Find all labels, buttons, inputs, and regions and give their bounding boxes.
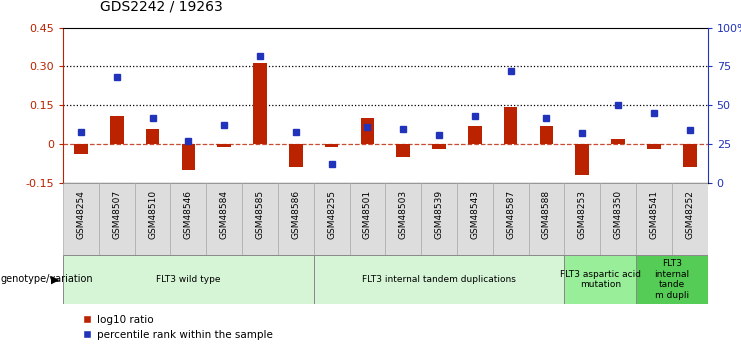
FancyBboxPatch shape	[63, 183, 99, 255]
Bar	[325, 144, 339, 147]
Text: genotype/variation: genotype/variation	[1, 275, 93, 284]
Text: FLT3 wild type: FLT3 wild type	[156, 275, 221, 284]
FancyBboxPatch shape	[421, 183, 457, 255]
FancyBboxPatch shape	[636, 183, 672, 255]
Text: GSM48584: GSM48584	[219, 190, 229, 239]
Bar	[182, 144, 195, 170]
FancyBboxPatch shape	[206, 183, 242, 255]
Text: GSM48546: GSM48546	[184, 190, 193, 239]
Text: GSM48253: GSM48253	[578, 190, 587, 239]
FancyBboxPatch shape	[313, 183, 350, 255]
FancyBboxPatch shape	[565, 183, 600, 255]
Text: GSM48541: GSM48541	[649, 190, 659, 239]
Bar	[396, 144, 410, 157]
FancyBboxPatch shape	[135, 183, 170, 255]
Bar	[647, 144, 661, 149]
Text: FLT3
internal
tande
m dupli: FLT3 internal tande m dupli	[654, 259, 689, 299]
Text: GSM48254: GSM48254	[76, 190, 85, 239]
Text: GSM48585: GSM48585	[256, 190, 265, 239]
FancyBboxPatch shape	[565, 255, 636, 304]
FancyBboxPatch shape	[242, 183, 278, 255]
Text: GSM48543: GSM48543	[471, 190, 479, 239]
Text: GSM48586: GSM48586	[291, 190, 300, 239]
Bar	[74, 144, 87, 155]
Bar	[289, 144, 302, 167]
Text: GSM48350: GSM48350	[614, 190, 622, 239]
Text: ▶: ▶	[51, 275, 59, 284]
Text: GSM48503: GSM48503	[399, 190, 408, 239]
Bar	[468, 126, 482, 144]
Legend: log10 ratio, percentile rank within the sample: log10 ratio, percentile rank within the …	[83, 315, 273, 340]
Bar	[110, 116, 124, 144]
FancyBboxPatch shape	[636, 255, 708, 304]
Bar	[217, 144, 231, 147]
FancyBboxPatch shape	[600, 183, 636, 255]
FancyBboxPatch shape	[385, 183, 421, 255]
Text: GSM48510: GSM48510	[148, 190, 157, 239]
Bar	[361, 118, 374, 144]
FancyBboxPatch shape	[170, 183, 206, 255]
Text: GSM48507: GSM48507	[112, 190, 122, 239]
Text: GSM48587: GSM48587	[506, 190, 515, 239]
Text: GSM48501: GSM48501	[363, 190, 372, 239]
Bar	[253, 62, 267, 144]
FancyBboxPatch shape	[493, 183, 528, 255]
FancyBboxPatch shape	[313, 255, 565, 304]
Bar	[146, 129, 159, 144]
FancyBboxPatch shape	[350, 183, 385, 255]
FancyBboxPatch shape	[278, 183, 313, 255]
Bar	[683, 144, 697, 167]
FancyBboxPatch shape	[99, 183, 135, 255]
Text: GSM48539: GSM48539	[434, 190, 444, 239]
Text: FLT3 internal tandem duplications: FLT3 internal tandem duplications	[362, 275, 516, 284]
FancyBboxPatch shape	[63, 255, 313, 304]
Text: GDS2242 / 19263: GDS2242 / 19263	[100, 0, 223, 14]
Bar	[432, 144, 446, 149]
Bar	[504, 107, 517, 144]
Text: GSM48255: GSM48255	[327, 190, 336, 239]
FancyBboxPatch shape	[672, 183, 708, 255]
Text: GSM48252: GSM48252	[685, 190, 694, 239]
Bar	[576, 144, 589, 175]
FancyBboxPatch shape	[457, 183, 493, 255]
Text: GSM48588: GSM48588	[542, 190, 551, 239]
Bar	[611, 139, 625, 144]
FancyBboxPatch shape	[528, 183, 565, 255]
Bar	[539, 126, 554, 144]
Text: FLT3 aspartic acid
mutation: FLT3 aspartic acid mutation	[559, 270, 641, 289]
